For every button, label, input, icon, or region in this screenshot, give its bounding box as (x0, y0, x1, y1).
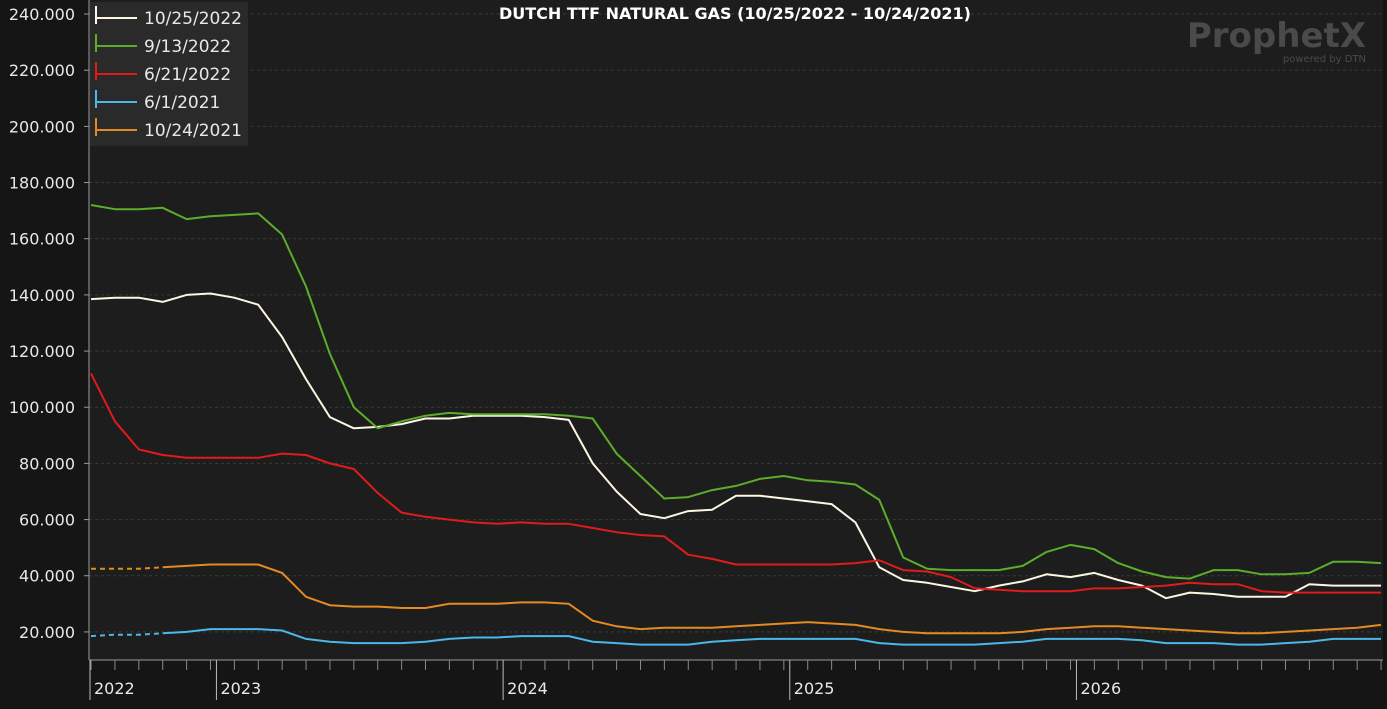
series-line (162, 628, 1381, 646)
series-line (90, 373, 1381, 594)
x-year-label: 2023 (220, 679, 261, 698)
x-axis: 2022 2023 2024 2025 2026 (89, 659, 1383, 700)
x-year-label: 2026 (1080, 679, 1121, 698)
y-tick-label: 240.000 (9, 5, 75, 24)
legend-label: 10/24/2021 (144, 121, 242, 141)
y-axis: 20.000 40.000 60.000 80.000 100.000 120.000 14… (9, 0, 90, 660)
y-tick-label: 100.000 (9, 398, 75, 417)
plot-background (89, 0, 1383, 660)
series-lines (90, 204, 1382, 646)
y-tick-label: 120.000 (9, 342, 75, 361)
y-tick-label: 140.000 (9, 286, 75, 305)
legend-label: 6/1/2021 (144, 93, 220, 113)
x-year-label: 2025 (794, 679, 835, 698)
y-tick-label: 200.000 (9, 117, 75, 136)
y-tick-label: 220.000 (9, 61, 75, 80)
series-line-dashed (90, 632, 163, 638)
y-tick-label: 40.000 (19, 567, 75, 586)
chart-title: DUTCH TTF NATURAL GAS (10/25/2022 - 10/2… (499, 4, 971, 23)
legend[interactable]: 10/25/2022 9/13/2022 6/21/2022 6/1/2021 10/2… (90, 2, 248, 146)
legend-label: 6/21/2022 (144, 65, 231, 85)
series-line (90, 204, 1382, 580)
legend-label: 10/25/2022 (144, 9, 242, 29)
y-tick-label: 60.000 (19, 511, 75, 530)
y-tick-label: 20.000 (19, 623, 75, 642)
brand-logo-text: ProphetX (1187, 16, 1366, 56)
brand-tagline: powered by DTN (1283, 54, 1366, 65)
y-tick-label: 80.000 (19, 454, 75, 473)
x-year-label: 2022 (94, 679, 135, 698)
series-line-dashed (91, 566, 163, 570)
brand-logo: ProphetX powered by DTN (1187, 16, 1366, 65)
y-tick-label: 160.000 (9, 230, 75, 249)
series-line (90, 292, 1381, 600)
y-tick-label: 180.000 (9, 174, 75, 193)
legend-label: 9/13/2022 (144, 37, 231, 57)
series-line (162, 563, 1382, 635)
x-year-label: 2024 (507, 679, 548, 698)
